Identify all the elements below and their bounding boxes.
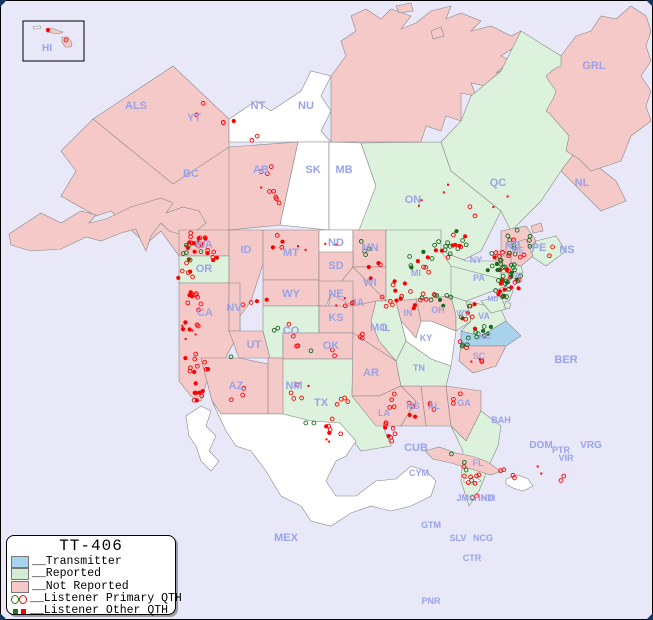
- svg-text:WY: WY: [282, 288, 300, 300]
- svg-text:QC: QC: [490, 177, 507, 189]
- svg-text:CA: CA: [197, 307, 213, 319]
- svg-text:NE: NE: [328, 288, 343, 300]
- svg-text:VA: VA: [478, 311, 490, 321]
- svg-text:BC: BC: [183, 168, 199, 180]
- svg-text:ON: ON: [405, 194, 422, 206]
- svg-text:CUB: CUB: [404, 442, 428, 454]
- svg-text:MT: MT: [283, 247, 299, 259]
- svg-text:MN: MN: [361, 242, 378, 254]
- svg-text:PE: PE: [532, 242, 547, 254]
- svg-text:OH: OH: [431, 305, 445, 315]
- svg-text:BAH: BAH: [491, 415, 511, 425]
- svg-text:VIR: VIR: [558, 453, 574, 463]
- svg-text:NU: NU: [298, 100, 314, 112]
- svg-text:AZ: AZ: [229, 380, 244, 392]
- svg-text:SK: SK: [305, 164, 320, 176]
- svg-text:CO: CO: [283, 325, 300, 337]
- svg-text:AL: AL: [428, 401, 440, 411]
- svg-text:BER: BER: [554, 354, 577, 366]
- svg-text:CYM: CYM: [409, 468, 429, 478]
- svg-text:MEX: MEX: [274, 532, 299, 544]
- svg-text:LA: LA: [378, 408, 390, 418]
- svg-text:KY: KY: [420, 333, 433, 343]
- svg-text:HTI: HTI: [481, 493, 496, 503]
- svg-text:PNR: PNR: [421, 596, 441, 606]
- svg-text:NC: NC: [479, 331, 492, 341]
- svg-text:AR: AR: [363, 367, 379, 379]
- svg-text:JMC: JMC: [456, 493, 476, 503]
- svg-text:WA: WA: [195, 239, 213, 251]
- svg-text:NCG: NCG: [473, 533, 493, 543]
- svg-text:NS: NS: [559, 244, 574, 256]
- svg-text:NJ: NJ: [513, 273, 522, 280]
- svg-text:SC: SC: [473, 351, 486, 361]
- svg-text:SD: SD: [328, 260, 343, 272]
- svg-text:NV: NV: [226, 302, 242, 314]
- svg-text:NT: NT: [251, 100, 266, 112]
- svg-text:ID: ID: [241, 244, 252, 256]
- svg-text:IA: IA: [354, 297, 365, 309]
- svg-text:VRG: VRG: [580, 440, 602, 451]
- svg-text:ME: ME: [512, 246, 525, 255]
- svg-text:WV: WV: [457, 309, 471, 318]
- svg-text:NY: NY: [470, 255, 483, 265]
- svg-text:OK: OK: [323, 340, 340, 352]
- svg-text:FL: FL: [473, 458, 484, 468]
- svg-text:AB: AB: [253, 164, 269, 176]
- svg-text:KS: KS: [328, 312, 343, 324]
- svg-text:PA: PA: [473, 273, 485, 283]
- svg-text:MD: MD: [488, 296, 499, 303]
- svg-text:GTM: GTM: [421, 520, 441, 530]
- svg-text:UT: UT: [247, 339, 262, 351]
- svg-text:DOM: DOM: [529, 440, 552, 451]
- svg-text:SLV: SLV: [450, 533, 467, 543]
- svg-text:OR: OR: [196, 263, 213, 275]
- svg-text:TN: TN: [413, 363, 425, 373]
- svg-text:GRL: GRL: [582, 60, 606, 72]
- svg-text:ND: ND: [328, 237, 344, 249]
- svg-text:GA: GA: [457, 398, 471, 408]
- svg-text:WI: WI: [363, 277, 376, 289]
- svg-text:CTR: CTR: [463, 553, 482, 563]
- svg-text:MI: MI: [411, 268, 421, 278]
- svg-text:NL: NL: [575, 177, 590, 189]
- svg-text:TX: TX: [314, 397, 329, 409]
- svg-text:MS: MS: [406, 401, 420, 411]
- svg-text:NM: NM: [285, 380, 302, 392]
- svg-text:YT: YT: [187, 112, 201, 124]
- svg-text:IL: IL: [382, 323, 391, 333]
- svg-text:IN: IN: [404, 308, 413, 318]
- svg-text:MB: MB: [335, 164, 352, 176]
- svg-text:ALS: ALS: [125, 100, 147, 112]
- svg-text:HI: HI: [42, 43, 52, 54]
